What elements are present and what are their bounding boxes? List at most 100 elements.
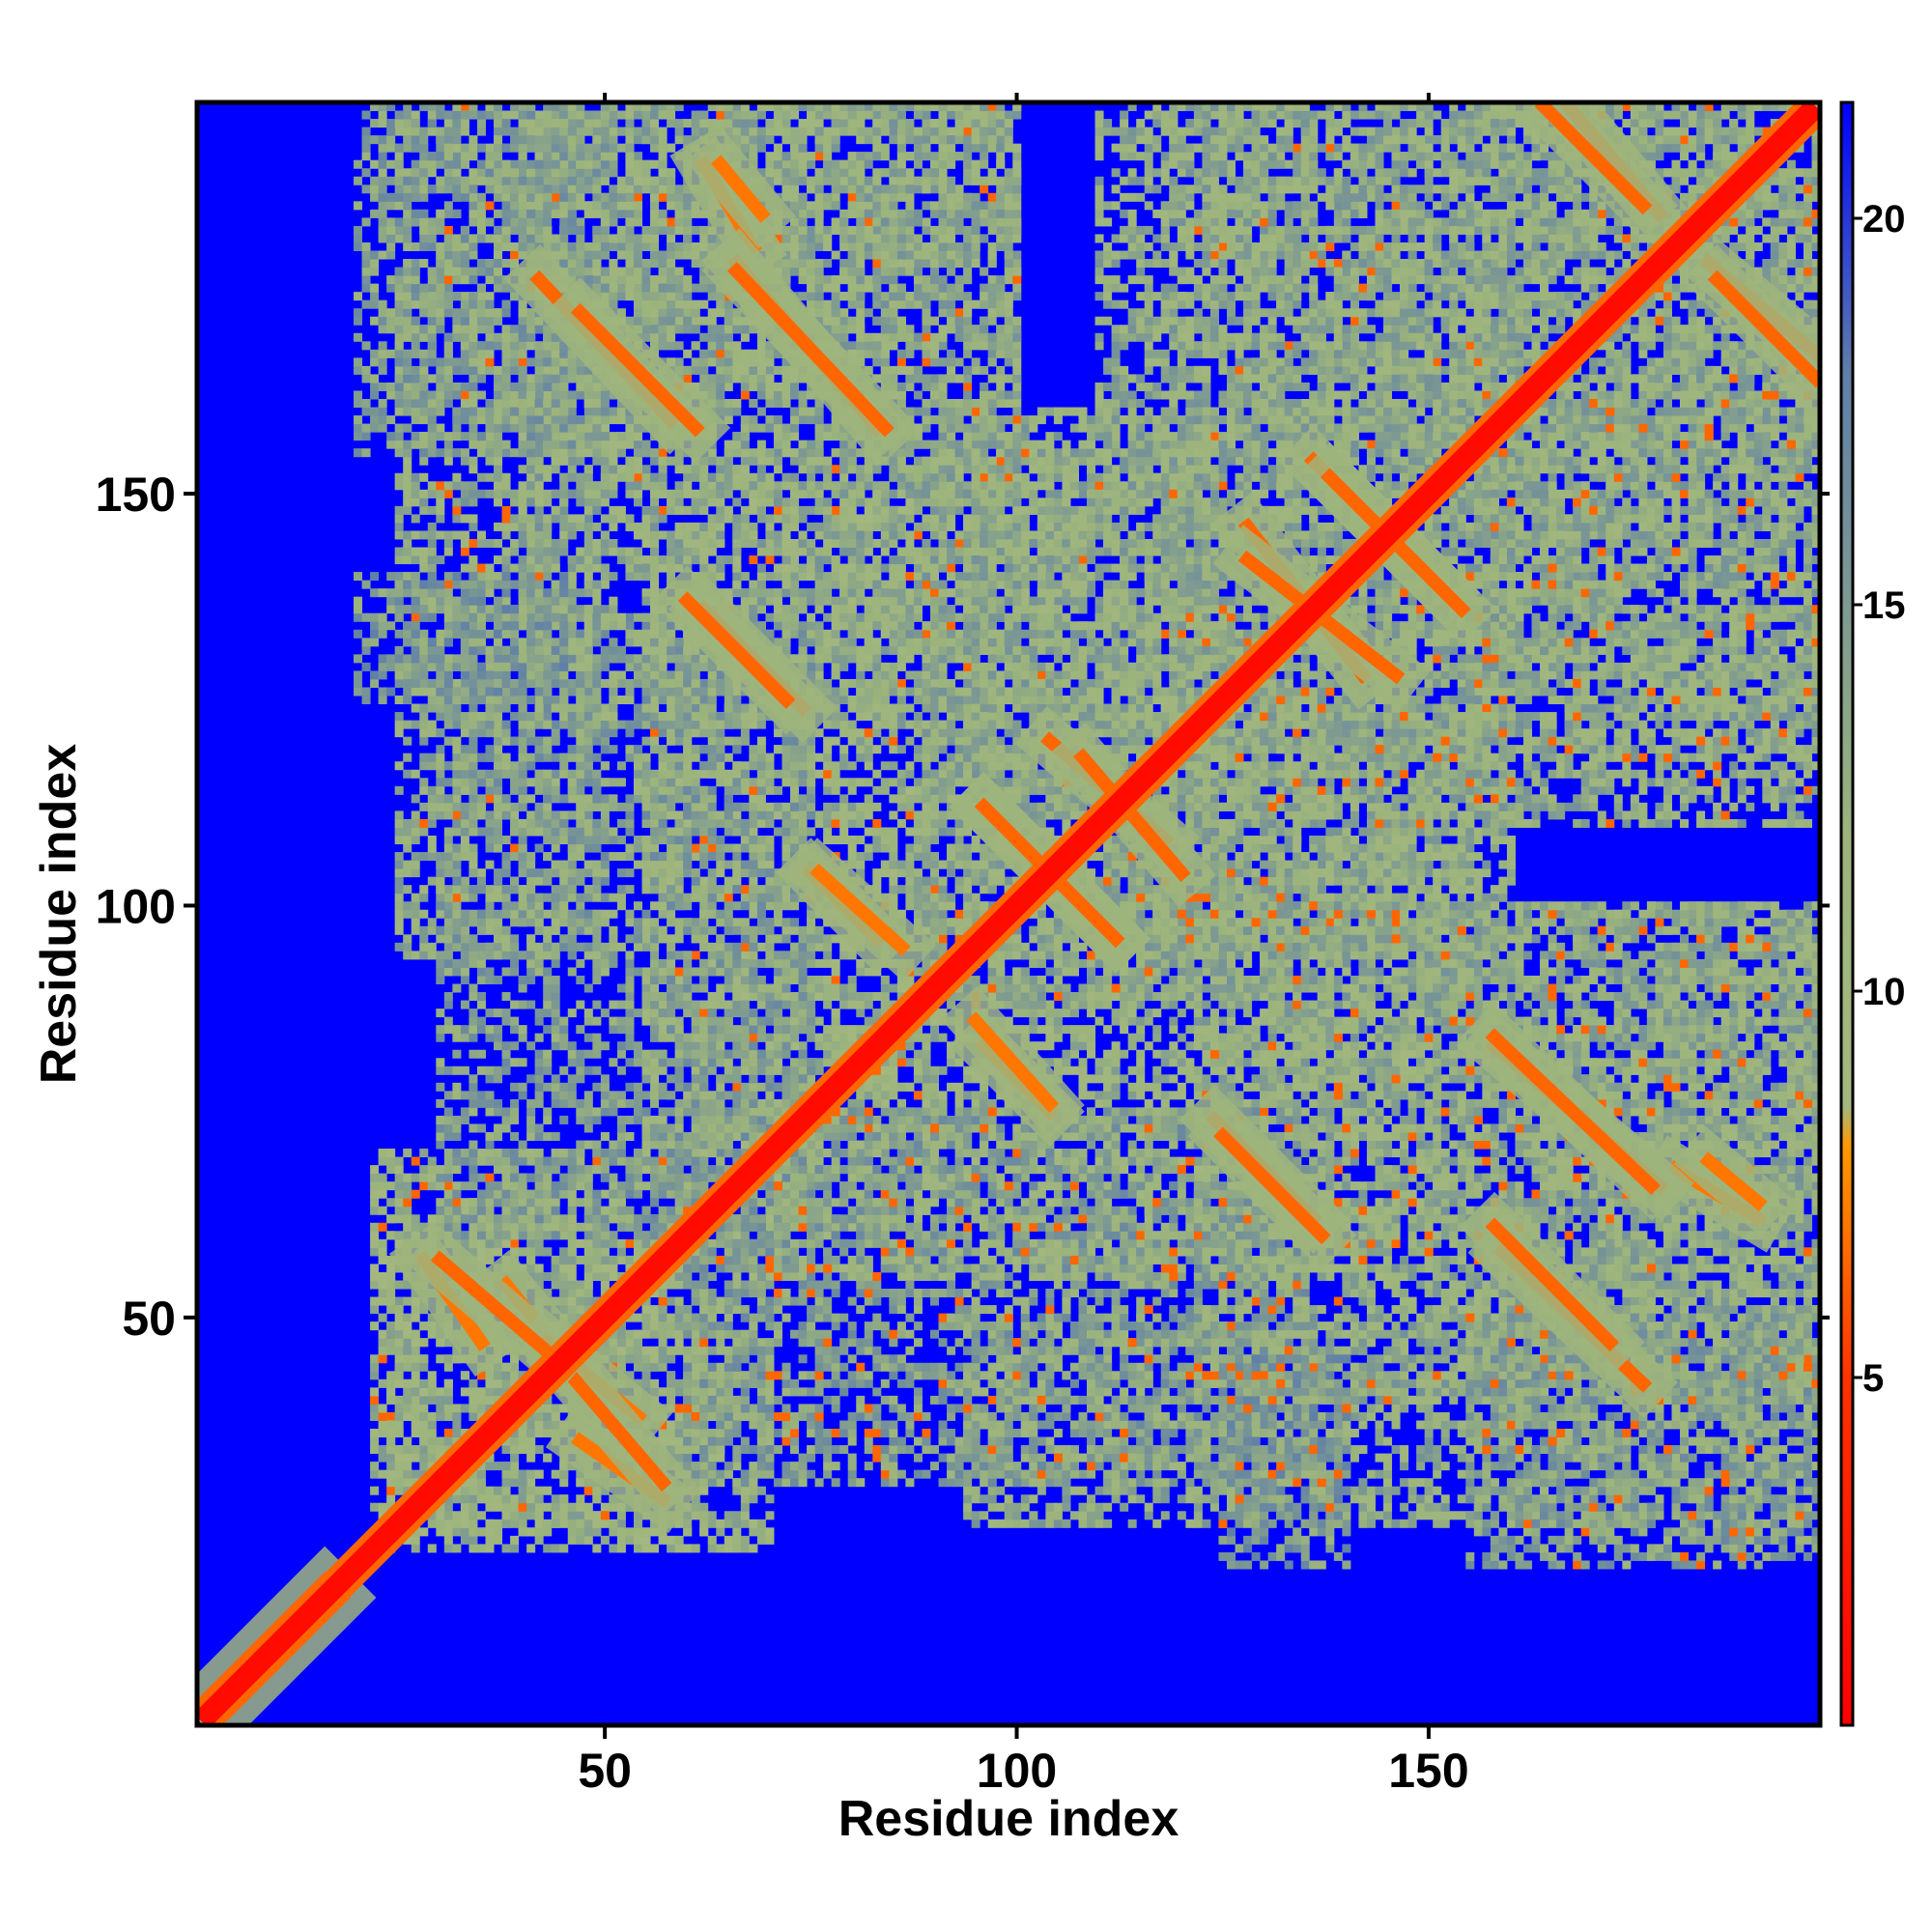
heatmap-cell (427, 102, 437, 112)
heatmap-cell (583, 794, 593, 804)
heatmap-cell (674, 1453, 684, 1463)
heatmap-cell (427, 555, 437, 565)
heatmap-cell (427, 942, 437, 952)
heatmap-cell (1267, 1329, 1277, 1339)
heatmap-cell (411, 1329, 420, 1339)
heatmap-cell (485, 778, 495, 787)
heatmap-cell (691, 1346, 700, 1355)
heatmap-cell (419, 415, 429, 425)
heatmap-cell (419, 678, 429, 688)
heatmap-cell (370, 1264, 380, 1273)
heatmap-cell (427, 374, 437, 384)
heatmap-cell (394, 1231, 404, 1240)
heatmap-cell (583, 1527, 593, 1537)
heatmap-cell (1465, 1411, 1475, 1421)
heatmap-cell (1746, 1436, 1755, 1446)
heatmap-cell (1020, 1428, 1030, 1438)
heatmap-cell (411, 547, 420, 556)
heatmap-cell (1671, 1411, 1681, 1421)
heatmap-cell (518, 530, 527, 540)
heatmap-cell (674, 1445, 684, 1455)
heatmap-cell (559, 1478, 569, 1488)
heatmap-cell (1795, 1462, 1804, 1471)
heatmap-cell (1786, 1453, 1796, 1463)
heatmap-cell (419, 753, 429, 762)
heatmap-cell (534, 1486, 544, 1495)
heatmap-cell (583, 514, 593, 524)
heatmap-cell (1358, 1502, 1368, 1512)
heatmap-cell (443, 835, 453, 845)
heatmap-cell (732, 1371, 742, 1380)
heatmap-cell (732, 1511, 742, 1520)
heatmap-cell (1366, 1404, 1376, 1413)
heatmap-cell (510, 110, 520, 120)
heatmap-cell (485, 1222, 495, 1232)
heatmap-cell (476, 225, 486, 235)
heatmap-cell (469, 176, 478, 185)
heatmap-cell (592, 778, 602, 787)
heatmap-cell (1704, 1469, 1714, 1479)
heatmap-cell (476, 168, 486, 178)
heatmap-cell (443, 481, 453, 491)
heatmap-cell (510, 843, 520, 853)
heatmap-cell (1770, 1478, 1779, 1488)
heatmap-cell (1811, 1445, 1820, 1455)
heatmap-cell (740, 1494, 750, 1504)
heatmap-cell (650, 1519, 660, 1528)
heatmap-cell (1309, 1436, 1319, 1446)
heatmap-cell (386, 1305, 396, 1315)
heatmap-cell (1169, 1329, 1179, 1339)
heatmap-cell (756, 1486, 766, 1495)
heatmap-cell (510, 1362, 520, 1372)
heatmap-cell (485, 440, 495, 449)
heatmap-cell (394, 127, 404, 136)
heatmap-cell (526, 489, 536, 498)
heatmap-cell (476, 1238, 486, 1248)
heatmap-cell (403, 505, 412, 515)
heatmap-cell (1078, 1354, 1088, 1364)
heatmap-cell (403, 456, 412, 466)
heatmap-cell (494, 1486, 503, 1495)
heatmap-cell (460, 852, 469, 862)
heatmap-cell (427, 810, 437, 820)
heatmap-cell (419, 472, 429, 482)
heatmap-cell (716, 1527, 725, 1537)
heatmap-cell (443, 1535, 453, 1545)
heatmap-cell (1103, 1313, 1113, 1322)
heatmap-cell (394, 514, 404, 524)
heatmap-cell (674, 1346, 684, 1355)
heatmap-cell (1375, 1420, 1384, 1430)
heatmap-cell (567, 1305, 577, 1315)
heatmap-cell (403, 538, 412, 549)
heatmap-cell (485, 588, 495, 598)
heatmap-cell (732, 1329, 742, 1339)
heatmap-cell (1465, 1404, 1475, 1413)
heatmap-cell (386, 1255, 396, 1264)
heatmap-cell (559, 176, 569, 185)
heatmap-cell (616, 1362, 626, 1372)
heatmap-cell (1284, 1519, 1293, 1528)
heatmap-cell (427, 1428, 437, 1438)
heatmap-cell (394, 645, 404, 655)
heatmap-cell (567, 1535, 577, 1545)
heatmap-cell (378, 1411, 387, 1421)
heatmap-cell (476, 365, 486, 375)
heatmap-cell (518, 1527, 527, 1537)
heatmap-cell (411, 1527, 420, 1537)
heatmap-cell (1622, 1436, 1632, 1446)
heatmap-cell (411, 893, 420, 902)
heatmap-cell (1193, 1511, 1203, 1520)
heatmap-cell (394, 868, 404, 878)
heatmap-cell (436, 769, 445, 779)
heatmap-cell (616, 1511, 626, 1520)
heatmap-cell (1490, 1420, 1499, 1430)
heatmap-cell (650, 1544, 660, 1553)
heatmap-cell (1473, 1378, 1483, 1388)
heatmap-cell (559, 1247, 569, 1257)
heatmap-cell (633, 1544, 643, 1553)
heatmap-cell (1580, 1502, 1590, 1512)
heatmap-cell (1440, 1502, 1450, 1512)
heatmap-cell (1655, 1502, 1664, 1512)
heatmap-cell (1193, 1346, 1203, 1355)
heatmap-cell (1564, 1436, 1574, 1446)
